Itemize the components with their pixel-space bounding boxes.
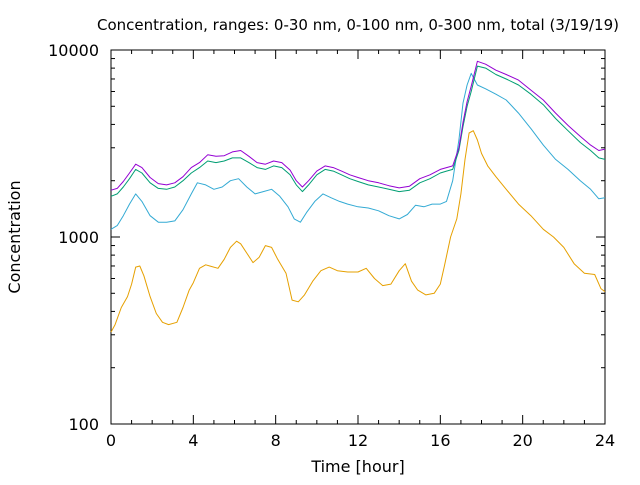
series-line-4 — [110, 60, 606, 191]
y-tick-label: 1000 — [58, 228, 99, 247]
x-tick-label: 16 — [430, 431, 450, 450]
y-tick-label: 100 — [68, 415, 99, 434]
series-layer — [110, 60, 606, 333]
y-tick-label: 10000 — [48, 41, 99, 60]
series-line-1 — [110, 130, 606, 333]
x-tick-label: 0 — [106, 431, 116, 450]
series-line-3 — [110, 65, 606, 197]
x-tick-label: 8 — [271, 431, 281, 450]
x-tick-label: 4 — [188, 431, 198, 450]
axis-ticks: 0 4 8 12 16 20 24 100 1000 10000 — [48, 41, 615, 450]
x-axis-label: Time [hour] — [310, 457, 404, 476]
x-tick-label: 12 — [348, 431, 368, 450]
series-line-2 — [110, 72, 606, 230]
x-tick-label: 20 — [512, 431, 532, 450]
x-tick-label: 24 — [595, 431, 615, 450]
y-axis-label: Concentration — [5, 180, 24, 293]
plot-frame — [110, 49, 606, 425]
chart-title: Concentration, ranges: 0-30 nm, 0-100 nm… — [97, 16, 619, 34]
